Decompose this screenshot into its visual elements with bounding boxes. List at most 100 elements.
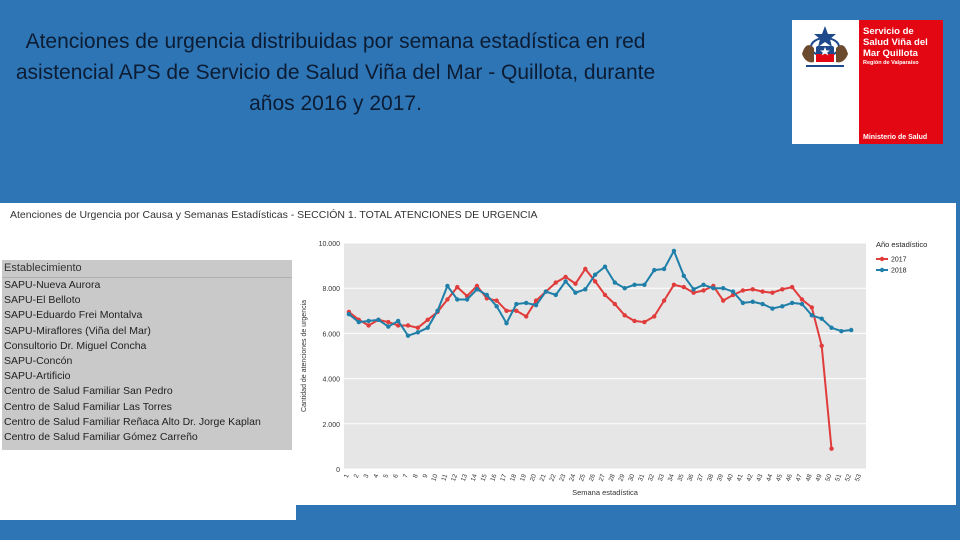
- data-point-2017: [720, 298, 726, 303]
- filter-item[interactable]: SAPU-Artificio: [4, 370, 71, 383]
- x-tick-label: 4: [373, 473, 381, 479]
- data-point-2017: [750, 287, 755, 292]
- x-tick-label: 44: [765, 473, 774, 483]
- data-point-2018: [514, 301, 519, 307]
- data-point-2017: [701, 288, 706, 293]
- filter-item[interactable]: Centro de Salud Familiar San Pedro: [4, 385, 173, 398]
- legend-swatch-marker-2017: [879, 256, 885, 262]
- x-tick-label: 22: [549, 473, 558, 483]
- y-tick-label: 6.000: [322, 331, 340, 338]
- x-tick-label: 19: [519, 473, 528, 483]
- slide-title: Atenciones de urgencia distribuidas por …: [15, 30, 656, 115]
- x-tick-label: 8: [412, 473, 420, 479]
- data-point-2018: [642, 282, 647, 288]
- plot-area: [344, 243, 866, 469]
- data-point-2017: [592, 279, 598, 284]
- data-point-2017: [691, 290, 696, 295]
- data-point-2018: [376, 317, 381, 323]
- x-tick-label: 14: [470, 473, 479, 483]
- x-tick-label: 37: [696, 473, 705, 483]
- filter-item[interactable]: SAPU-Concón: [4, 355, 73, 368]
- data-point-2018: [780, 304, 785, 309]
- data-point-2018: [819, 316, 824, 321]
- x-tick-label: 42: [746, 473, 755, 483]
- data-point-2017: [632, 318, 637, 324]
- legend-swatch-marker-2018: [879, 267, 885, 273]
- x-tick-label: 40: [726, 473, 735, 483]
- data-point-2018: [740, 300, 746, 306]
- data-point-2018: [809, 313, 815, 318]
- data-point-2018: [445, 283, 450, 289]
- data-point-2018: [386, 324, 391, 329]
- x-tick-label: 24: [568, 473, 577, 483]
- data-point-2018: [691, 287, 696, 292]
- coat-of-arms-icon: [792, 20, 859, 144]
- dashboard-panel-footer: [0, 505, 296, 520]
- data-point-2017: [622, 313, 627, 318]
- x-tick-label: 9: [422, 473, 430, 479]
- x-tick-label: 48: [805, 473, 814, 483]
- filter-item[interactable]: Consultorio Dr. Miguel Concha: [4, 339, 147, 352]
- data-point-2018: [701, 282, 706, 288]
- data-point-2017: [602, 292, 608, 298]
- data-point-2017: [760, 289, 765, 294]
- data-point-2017: [405, 323, 411, 328]
- x-tick-label: 36: [686, 473, 695, 483]
- x-tick-label: 21: [539, 473, 548, 483]
- filter-item[interactable]: Centro de Salud Familiar Reñaca Alto Dr.…: [4, 415, 261, 428]
- data-point-2017: [415, 325, 421, 330]
- legend-label-2017: 2017: [891, 257, 907, 264]
- data-point-2017: [740, 288, 746, 293]
- data-point-2018: [720, 286, 726, 291]
- x-tick-label: 26: [588, 473, 597, 483]
- filter-item[interactable]: Centro de Salud Familiar Gómez Carreño: [4, 431, 198, 444]
- y-tick-label: 10.000: [319, 241, 341, 248]
- x-tick-label: 28: [608, 473, 617, 483]
- data-point-2017: [780, 287, 785, 292]
- x-tick-label: 49: [815, 473, 824, 483]
- x-tick-label: 2: [353, 473, 361, 479]
- x-tick-label: 1: [343, 473, 351, 479]
- legend-title: Año estadístico: [876, 240, 927, 249]
- y-tick-label: 4.000: [322, 377, 340, 384]
- dashboard-panel: Atenciones de Urgencia por Causa y Seman…: [0, 203, 956, 505]
- x-tick-label: 46: [785, 473, 794, 483]
- filter-item[interactable]: SAPU-Miraflores (Viña del Mar): [4, 324, 151, 337]
- x-tick-label: 29: [618, 473, 627, 483]
- data-point-2018: [770, 306, 775, 311]
- logo-ministry: Ministerio de Salud: [863, 134, 928, 141]
- data-point-2018: [425, 325, 430, 330]
- x-tick-label: 27: [598, 473, 607, 483]
- filter-item[interactable]: Centro de Salud Familiar Las Torres: [4, 400, 172, 413]
- x-tick-label: 10: [430, 473, 439, 483]
- data-point-2018: [681, 273, 686, 278]
- data-point-2018: [612, 280, 618, 285]
- data-point-2018: [652, 267, 657, 273]
- data-point-2018: [533, 302, 539, 308]
- x-tick-label: 11: [440, 473, 449, 482]
- data-point-2018: [435, 308, 440, 313]
- data-point-2018: [711, 286, 716, 291]
- data-point-2018: [405, 333, 411, 338]
- data-point-2018: [524, 300, 529, 306]
- filter-item[interactable]: SAPU-Nueva Aurora: [4, 279, 101, 291]
- data-point-2018: [661, 266, 667, 272]
- filter-item[interactable]: SAPU-El Belloto: [4, 294, 81, 307]
- data-point-2018: [484, 292, 490, 298]
- x-tick-label: 15: [480, 473, 489, 483]
- data-point-2017: [455, 284, 460, 290]
- data-point-2017: [829, 446, 834, 451]
- data-point-2017: [563, 274, 568, 280]
- x-tick-label: 50: [824, 473, 833, 483]
- y-tick-label: 0: [336, 467, 340, 474]
- ministry-logo: Servicio de Salud Viña del Mar Quillota …: [792, 20, 943, 144]
- logo-service-name: Servicio de Salud Viña del Mar Quillota: [863, 26, 928, 59]
- data-point-2018: [563, 279, 568, 284]
- x-tick-label: 51: [834, 473, 843, 483]
- x-tick-label: 33: [657, 473, 666, 483]
- data-point-2017: [642, 319, 647, 325]
- establishment-filter: Establecimiento SAPU-Nueva Aurora SAPU-El…: [2, 260, 292, 450]
- x-tick-label: 6: [392, 473, 400, 479]
- filter-item[interactable]: SAPU-Eduardo Frei Montalva: [4, 309, 143, 322]
